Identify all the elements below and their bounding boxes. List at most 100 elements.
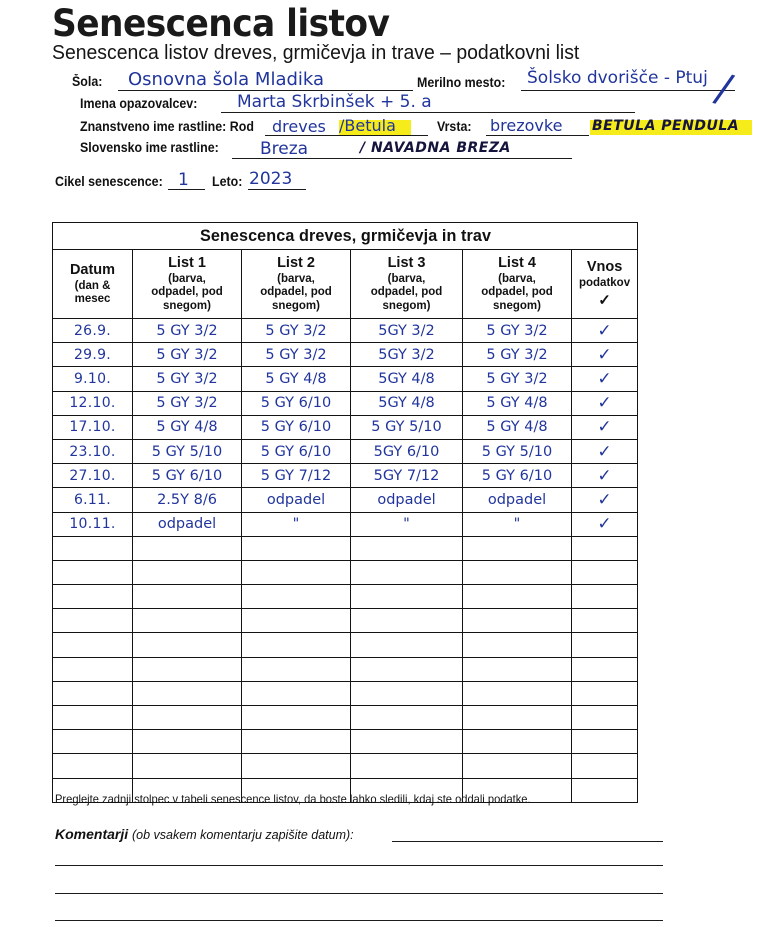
cell-empty[interactable] (132, 704, 242, 731)
cell-empty[interactable] (350, 559, 463, 586)
cell-date[interactable]: 10.11. (52, 511, 133, 537)
cell-empty[interactable] (52, 535, 133, 561)
cell-empty[interactable] (52, 704, 133, 731)
comment-line-1[interactable] (55, 865, 663, 866)
cell-empty[interactable] (350, 777, 463, 803)
cell-empty[interactable] (570, 535, 639, 561)
cell-empty[interactable] (570, 656, 639, 682)
cell-empty[interactable] (462, 704, 572, 731)
cell-leaf2[interactable]: 5 GY 6/10 (241, 438, 351, 465)
cell-empty[interactable] (132, 680, 242, 707)
cell-leaf2[interactable]: 5 GY 7/12 (241, 463, 351, 489)
cell-leaf3[interactable]: 5GY 3/2 (350, 317, 463, 344)
cell-date[interactable]: 12.10. (52, 390, 133, 416)
cell-leaf2[interactable]: 5 GY 4/8 (241, 366, 351, 392)
cell-empty[interactable] (132, 559, 242, 586)
cell-date[interactable]: 27.10. (52, 463, 133, 489)
cell-empty[interactable] (462, 559, 572, 586)
cell-empty[interactable] (132, 632, 242, 658)
cell-vnos[interactable]: ✓ (570, 414, 639, 440)
cell-empty[interactable] (241, 704, 351, 731)
cell-empty[interactable] (52, 753, 133, 779)
cell-empty[interactable] (462, 656, 572, 682)
cell-empty[interactable] (52, 632, 133, 658)
cell-empty[interactable] (350, 753, 463, 779)
cell-leaf1[interactable]: odpadel (132, 511, 242, 537)
cell-empty[interactable] (241, 559, 351, 586)
cell-vnos[interactable]: ✓ (570, 511, 639, 537)
cell-date[interactable]: 23.10. (52, 438, 133, 465)
cell-leaf4[interactable]: 5 GY 4/8 (462, 390, 572, 416)
cell-empty[interactable] (350, 680, 463, 707)
cell-empty[interactable] (132, 753, 242, 779)
cell-leaf2[interactable]: " (241, 511, 351, 537)
cell-leaf1[interactable]: 5 GY 5/10 (132, 438, 242, 465)
cell-empty[interactable] (241, 584, 351, 610)
cell-leaf4[interactable]: 5 GY 6/10 (462, 463, 572, 489)
cell-vnos[interactable]: ✓ (570, 438, 639, 465)
cell-empty[interactable] (570, 777, 639, 803)
cell-date[interactable]: 26.9. (52, 317, 133, 344)
cell-empty[interactable] (241, 753, 351, 779)
cell-empty[interactable] (52, 608, 133, 634)
cell-empty[interactable] (52, 584, 133, 610)
cell-empty[interactable] (462, 753, 572, 779)
cell-leaf1[interactable]: 2.5Y 8/6 (132, 487, 242, 513)
cell-empty[interactable] (570, 608, 639, 634)
cell-leaf3[interactable]: 5GY 6/10 (350, 438, 463, 465)
cell-empty[interactable] (570, 680, 639, 707)
cell-empty[interactable] (570, 729, 639, 755)
cell-vnos[interactable]: ✓ (570, 487, 639, 513)
cell-empty[interactable] (132, 584, 242, 610)
cell-empty[interactable] (241, 656, 351, 682)
cell-empty[interactable] (462, 584, 572, 610)
cell-leaf4[interactable]: 5 GY 3/2 (462, 366, 572, 392)
cell-empty[interactable] (132, 535, 242, 561)
cell-leaf1[interactable]: 5 GY 6/10 (132, 463, 242, 489)
cell-empty[interactable] (241, 729, 351, 755)
cell-empty[interactable] (462, 608, 572, 634)
cell-leaf4[interactable]: 5 GY 4/8 (462, 414, 572, 440)
cell-leaf4[interactable]: 5 GY 3/2 (462, 317, 572, 344)
cell-empty[interactable] (462, 632, 572, 658)
comment-line-2[interactable] (55, 893, 663, 894)
cell-empty[interactable] (462, 680, 572, 707)
cell-empty[interactable] (132, 777, 242, 803)
cell-empty[interactable] (570, 584, 639, 610)
cell-empty[interactable] (132, 729, 242, 755)
cell-empty[interactable] (350, 608, 463, 634)
cell-empty[interactable] (350, 656, 463, 682)
cell-leaf3[interactable]: 5 GY 5/10 (350, 414, 463, 440)
cell-leaf2[interactable]: 5 GY 3/2 (241, 342, 351, 368)
cell-empty[interactable] (241, 632, 351, 658)
cell-leaf3[interactable]: odpadel (350, 487, 463, 513)
comment-line-inline[interactable] (392, 841, 663, 842)
cell-leaf1[interactable]: 5 GY 4/8 (132, 414, 242, 440)
cell-empty[interactable] (462, 535, 572, 561)
cell-vnos[interactable]: ✓ (570, 463, 639, 489)
cell-empty[interactable] (462, 777, 572, 803)
cell-leaf3[interactable]: 5GY 4/8 (350, 390, 463, 416)
cell-empty[interactable] (52, 680, 133, 707)
cell-leaf3[interactable]: 5GY 3/2 (350, 342, 463, 368)
cell-date[interactable]: 29.9. (52, 342, 133, 368)
cell-empty[interactable] (52, 559, 133, 586)
cell-vnos[interactable]: ✓ (570, 342, 639, 368)
cell-leaf2[interactable]: odpadel (241, 487, 351, 513)
cell-leaf3[interactable]: " (350, 511, 463, 537)
cell-empty[interactable] (241, 608, 351, 634)
cell-date[interactable]: 9.10. (52, 366, 133, 392)
cell-empty[interactable] (462, 729, 572, 755)
cell-date[interactable]: 6.11. (52, 487, 133, 513)
cell-empty[interactable] (52, 777, 133, 803)
cell-vnos[interactable]: ✓ (570, 317, 639, 344)
cell-empty[interactable] (570, 704, 639, 731)
cell-empty[interactable] (350, 632, 463, 658)
cell-empty[interactable] (570, 753, 639, 779)
cell-empty[interactable] (350, 704, 463, 731)
cell-empty[interactable] (52, 729, 133, 755)
cell-leaf2[interactable]: 5 GY 6/10 (241, 390, 351, 416)
cell-empty[interactable] (350, 584, 463, 610)
cell-empty[interactable] (132, 656, 242, 682)
cell-leaf2[interactable]: 5 GY 3/2 (241, 317, 351, 344)
